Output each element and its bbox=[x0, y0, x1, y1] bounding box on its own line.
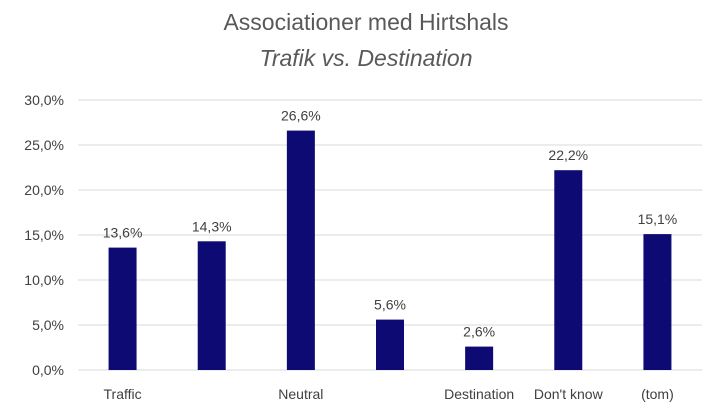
data-label: 5,6% bbox=[374, 297, 406, 313]
gridlines bbox=[78, 99, 702, 371]
data-label: 2,6% bbox=[463, 324, 495, 340]
x-category-label: (tom) bbox=[641, 386, 674, 402]
x-category-label: Destination bbox=[444, 386, 514, 402]
bar bbox=[197, 241, 226, 370]
data-label: 14,3% bbox=[192, 218, 232, 234]
y-tick-label: 5,0% bbox=[32, 317, 64, 333]
y-axis-ticks: 0,0% 5,0% 10,0% 15,0% 20,0% 25,0% 30,0% bbox=[24, 92, 64, 378]
bar bbox=[554, 170, 583, 370]
data-label: 22,2% bbox=[548, 147, 588, 163]
bar bbox=[465, 346, 494, 370]
y-tick-label: 30,0% bbox=[24, 92, 64, 108]
bars bbox=[108, 130, 672, 370]
chart-title: Associationer med Hirtshals bbox=[223, 9, 508, 35]
x-axis-labels: Traffic Neutral Destination Don't know (tom) bbox=[104, 386, 674, 402]
x-category-label: Neutral bbox=[278, 386, 323, 402]
y-tick-label: 0,0% bbox=[32, 362, 64, 378]
bar bbox=[643, 234, 672, 370]
bar bbox=[376, 319, 404, 370]
x-category-label: Traffic bbox=[104, 386, 142, 402]
chart-subtitle: Trafik vs. Destination bbox=[259, 45, 472, 71]
y-tick-label: 10,0% bbox=[24, 272, 64, 288]
data-labels: 13,6% 14,3% 26,6% 5,6% 2,6% 22,2% 15,1% bbox=[103, 108, 678, 340]
bar bbox=[108, 247, 137, 370]
data-label: 15,1% bbox=[638, 211, 678, 227]
data-label: 13,6% bbox=[103, 225, 143, 241]
bar bbox=[286, 130, 315, 370]
x-category-label: Don't know bbox=[534, 386, 604, 402]
y-tick-label: 25,0% bbox=[24, 137, 64, 153]
y-tick-label: 15,0% bbox=[24, 227, 64, 243]
data-label: 26,6% bbox=[281, 108, 321, 124]
y-tick-label: 20,0% bbox=[24, 182, 64, 198]
